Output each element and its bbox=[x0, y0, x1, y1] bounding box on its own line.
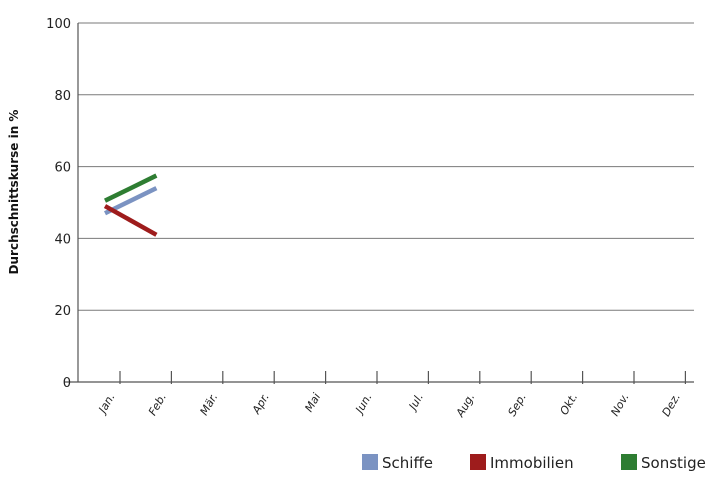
x-tick-label-5: Jun. bbox=[352, 391, 375, 417]
y-tick-label-20: 20 bbox=[54, 304, 71, 319]
x-tick-label-9: Okt. bbox=[558, 391, 581, 417]
legend-swatch-immobilien bbox=[470, 454, 486, 470]
y-tick-labels: 0 20 40 60 80 100 bbox=[46, 17, 71, 391]
x-tick-label-2: Mär. bbox=[198, 391, 221, 418]
legend: Schiffe Immobilien Sonstige bbox=[362, 454, 706, 472]
x-tick-label-3: Apr. bbox=[249, 391, 272, 417]
legend-label-sonstige: Sonstige bbox=[641, 454, 706, 472]
gridlines bbox=[78, 22, 694, 311]
x-tick-label-11: Dez. bbox=[659, 391, 683, 419]
y-tick-label-0: 0 bbox=[63, 376, 71, 391]
series-line-immobilien bbox=[103, 204, 158, 237]
y-tick-label-40: 40 bbox=[54, 232, 71, 247]
legend-label-immobilien: Immobilien bbox=[490, 454, 574, 472]
series-line-sonstige bbox=[104, 173, 158, 203]
y-axis-title: Durchschnittskurse in % bbox=[7, 110, 21, 275]
legend-swatch-schiffe bbox=[362, 454, 378, 470]
series-lines bbox=[103, 173, 158, 237]
y-tick-label-60: 60 bbox=[54, 161, 71, 176]
x-tick-label-0: Jan. bbox=[95, 391, 117, 417]
x-tick-label-10: Nov. bbox=[608, 391, 631, 418]
legend-swatch-sonstige bbox=[621, 454, 637, 470]
y-tick-label-80: 80 bbox=[54, 89, 71, 104]
x-tick-label-4: Mai bbox=[302, 391, 323, 414]
x-tick-labels: Jan. Feb. Mär. Apr. Mai Jun. Jul. Aug. Sep. Okt. N… bbox=[95, 391, 683, 420]
legend-label-schiffe: Schiffe bbox=[382, 454, 433, 472]
y-tick-label-100: 100 bbox=[46, 17, 71, 32]
axes bbox=[64, 23, 694, 384]
x-tick-label-7: Aug. bbox=[453, 391, 477, 420]
x-tick-label-1: Feb. bbox=[146, 391, 169, 418]
x-tick-label-8: Sep. bbox=[505, 391, 528, 418]
x-tick-label-6: Jul. bbox=[405, 391, 426, 414]
